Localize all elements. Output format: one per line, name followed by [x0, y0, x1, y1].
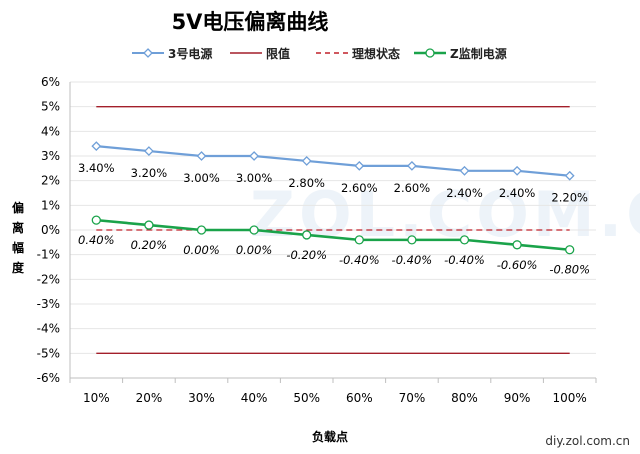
y-tick-label: -2% — [37, 272, 60, 286]
z-series-data-label: -0.40% — [392, 253, 433, 267]
x-tick-label: 60% — [346, 391, 373, 405]
series-3-point — [196, 151, 207, 161]
z-series-data-label: 0.00% — [183, 243, 220, 257]
series-3-point — [301, 156, 312, 166]
x-tick-label: 30% — [188, 391, 215, 405]
z-series-point — [196, 225, 207, 235]
z-series-point — [302, 230, 312, 240]
series-3-line — [96, 145, 570, 177]
series-3-point — [459, 165, 470, 176]
series-3-data-label: 3.40% — [78, 161, 115, 175]
legend-label-ideal: 理想状态 — [352, 47, 401, 61]
z-series-data-label: -0.40% — [444, 253, 485, 267]
series-3-data-label: 3.20% — [131, 166, 168, 180]
series-3-data-label: 2.80% — [288, 176, 325, 190]
z-series-data-label: -0.20% — [286, 248, 327, 262]
z-series-data-label: 0.20% — [131, 238, 168, 252]
z-series-point — [144, 220, 154, 230]
y-tick-label: 1% — [41, 198, 60, 212]
series-3-data-label: 2.20% — [551, 191, 588, 205]
x-tick-label: 70% — [399, 391, 426, 405]
x-tick-label: 80% — [451, 391, 478, 405]
x-tick-label: 50% — [293, 391, 320, 405]
series-3-data-label: 2.40% — [499, 186, 536, 200]
legend-swatch-series-3 — [132, 48, 164, 58]
series-3-point — [91, 141, 102, 152]
series-3-data-label: 2.60% — [394, 181, 431, 195]
z-series-point — [91, 215, 101, 225]
z-series-data-label: 0.00% — [236, 243, 273, 257]
legend-label-limit: 限值 — [266, 47, 291, 61]
y-tick-label: 6% — [41, 75, 60, 89]
series-3-point — [354, 160, 365, 171]
series-3-point — [143, 146, 154, 156]
series-3-data-label: 2.60% — [341, 181, 378, 195]
legend-swatch-limit — [230, 52, 262, 54]
series-3-data-label: 2.40% — [446, 186, 483, 200]
x-tick-label: 40% — [241, 391, 268, 405]
x-tick-label: 10% — [83, 391, 110, 405]
z-series-point — [565, 245, 575, 255]
z-series-line — [96, 218, 570, 252]
series-3-point — [406, 160, 417, 171]
chart-title: 5V电压偏离曲线 — [171, 10, 329, 34]
z-series-data-label: -0.80% — [549, 263, 590, 277]
y-tick-label: -3% — [37, 297, 60, 311]
y-tick-label: 2% — [41, 174, 60, 188]
x-tick-label: 90% — [504, 391, 531, 405]
source-label: diy.zol.com.cn — [545, 434, 630, 448]
z-series-point — [354, 235, 364, 245]
y-tick-label: -5% — [37, 346, 60, 360]
legend-label-z-series: Z监制电源 — [450, 47, 507, 61]
z-series-data-label: -0.60% — [497, 258, 538, 272]
series-3-data-label: 3.00% — [236, 171, 273, 185]
y-tick-label: 4% — [41, 124, 60, 138]
z-series-point — [407, 235, 417, 245]
z-series-data-label: 0.40% — [78, 233, 115, 247]
y-tick-label: 0% — [41, 223, 60, 237]
z-series-point — [249, 225, 259, 235]
legend-swatch-z-series — [414, 48, 446, 58]
y-tick-label: -1% — [37, 248, 60, 262]
x-tick-label: 100% — [553, 391, 587, 405]
series-3-data-label: 3.00% — [183, 171, 220, 185]
y-tick-label: -6% — [37, 371, 60, 385]
z-series-point — [512, 240, 522, 250]
series-3-point — [249, 151, 260, 161]
y-tick-label: 3% — [41, 149, 60, 163]
z-series-data-label: -0.40% — [339, 253, 380, 267]
y-axis-label: 偏离幅度 — [11, 201, 24, 275]
x-axis-label: 负载点 — [311, 430, 348, 444]
y-tick-label: -4% — [37, 322, 60, 336]
y-tick-label: 5% — [41, 100, 60, 114]
series-3-point — [512, 165, 523, 176]
legend-label-series-3: 3号电源 — [168, 47, 213, 61]
x-tick-label: 20% — [136, 391, 163, 405]
series-3-point — [564, 170, 575, 181]
z-series-point — [459, 235, 470, 245]
